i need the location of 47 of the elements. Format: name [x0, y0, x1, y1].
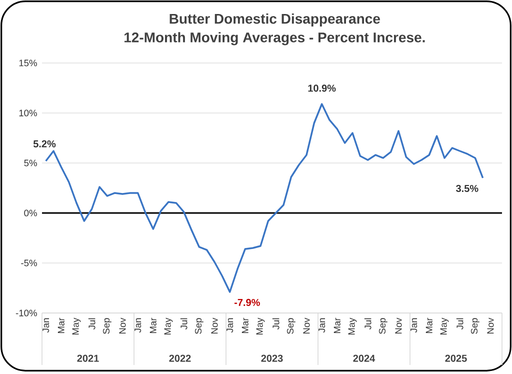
y-tick-label: 15%	[19, 60, 37, 66]
x-tick-label: Mar	[58, 318, 64, 333]
x-tick-label: May	[72, 318, 81, 334]
x-tick-label: Sep	[194, 318, 204, 334]
x-tick-label: Jul	[364, 318, 372, 330]
data-label: 10.9%	[308, 84, 336, 92]
text: 2023	[261, 354, 283, 362]
y-tick-label: 5%	[24, 160, 37, 166]
x-tick-label: Mar	[242, 318, 248, 333]
text: 2025	[445, 354, 467, 362]
x-tick-label: Jul	[272, 318, 280, 330]
x-tick-label: May	[440, 318, 449, 334]
x-tick-label: Jul	[456, 318, 464, 330]
y-tick-label: -10%	[16, 310, 37, 316]
x-tick-label: Nov	[303, 318, 310, 334]
x-tick-label: Jan	[318, 318, 326, 333]
y-tick-label: 10%	[19, 110, 37, 116]
x-tick-label: Mar	[334, 318, 340, 333]
data-label: 5.2%	[33, 140, 56, 148]
x-tick-label: Jan	[134, 318, 142, 333]
data-label: -7.9%	[234, 298, 260, 306]
x-tick-label: Sep	[286, 318, 296, 334]
x-tick-label: Mar	[150, 318, 156, 333]
data-label: 3.5%	[456, 184, 478, 192]
x-tick-label: May	[164, 318, 173, 334]
x-tick-label: Jul	[88, 318, 96, 330]
x-tick-label: Sep	[470, 318, 480, 334]
x-tick-label: Mar	[426, 318, 432, 333]
text: 2024	[353, 354, 376, 362]
y-tick-label: -5%	[21, 260, 37, 266]
text: 2021	[77, 354, 99, 362]
y-tick-label: 0%	[24, 210, 37, 216]
x-tick-label: May	[348, 318, 357, 334]
x-tick-label: Jan	[226, 318, 234, 333]
x-tick-label: Jan	[410, 318, 418, 333]
x-tick-label: Jan	[42, 318, 50, 333]
x-tick-label: Nov	[119, 318, 126, 334]
x-tick-label: Sep	[102, 318, 112, 334]
chart-title: Butter Domestic Disappearance	[170, 13, 380, 26]
x-tick-label: Nov	[487, 318, 494, 334]
x-tick-label: Nov	[211, 318, 218, 334]
x-tick-label: Sep	[378, 318, 388, 334]
x-tick-label: Nov	[395, 318, 402, 334]
x-tick-label: Jul	[180, 318, 188, 330]
text: 2022	[169, 354, 191, 362]
x-tick-label: May	[256, 318, 265, 334]
chart-subtitle: 12-Month Moving Averages - Percent Increse.	[124, 32, 425, 46]
